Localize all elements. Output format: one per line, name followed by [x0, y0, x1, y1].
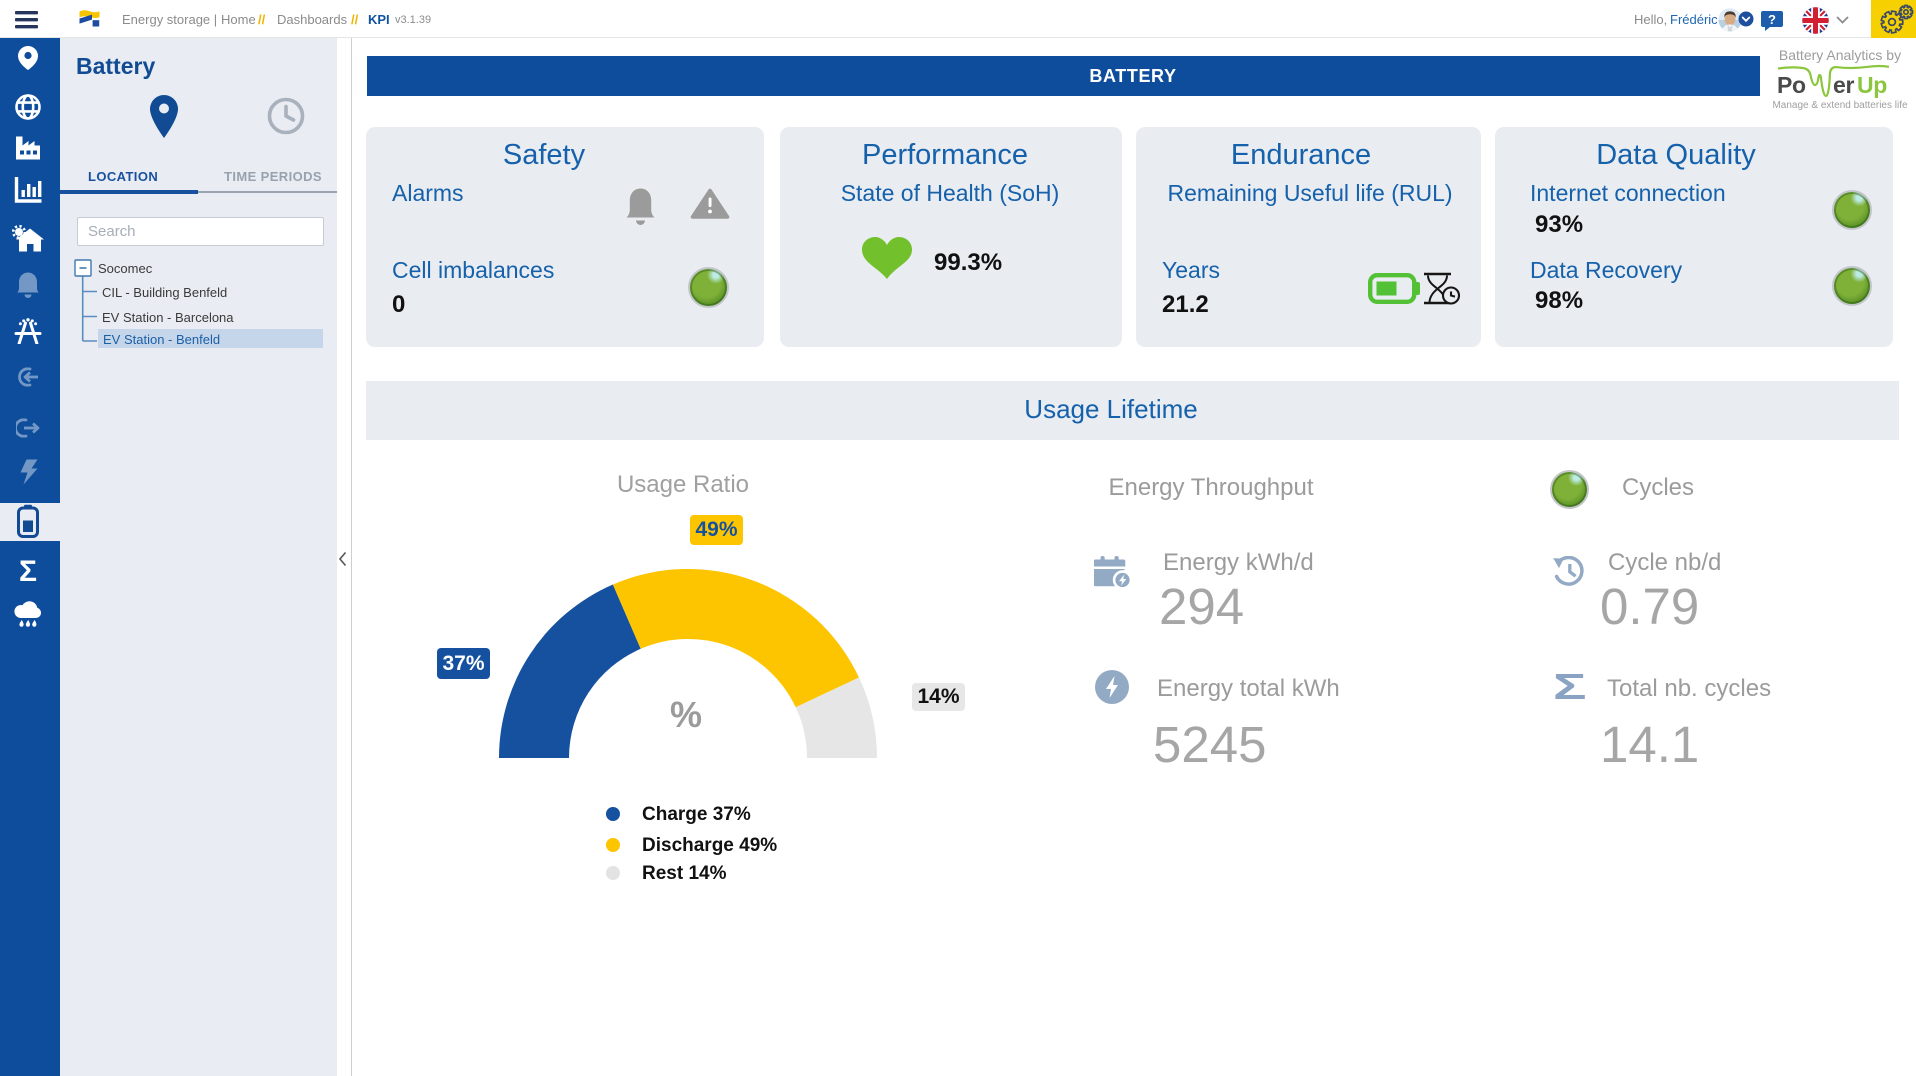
svg-text:er: er — [1833, 72, 1854, 98]
svg-text:?: ? — [1768, 12, 1776, 27]
svg-text:Up: Up — [1857, 72, 1887, 98]
svg-text:Po: Po — [1777, 72, 1806, 98]
